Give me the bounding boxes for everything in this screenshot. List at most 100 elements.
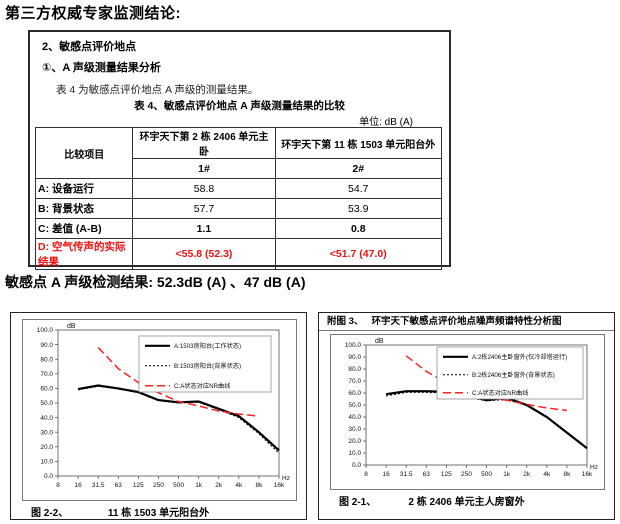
svg-text:31.5: 31.5 (92, 482, 105, 489)
svg-text:0.0: 0.0 (352, 462, 361, 469)
svg-text:1k: 1k (503, 471, 511, 478)
report-box: 2、敏感点评价地点 ①、A 声级测量结果分析 表 4 为敏感点评价地点 A 声级… (28, 30, 451, 270)
svg-text:16k: 16k (274, 482, 285, 489)
svg-text:20.0: 20.0 (348, 438, 361, 445)
row-label-cell: C: 差值 (A-B) (34, 218, 134, 239)
table-row-highlighted: D: 空气传声的实际结果 <55.8 (52.3) <51.7 (47.0) (34, 238, 443, 270)
value-cell: 53.9 (274, 198, 443, 219)
row-label-cell: D: 空气传声的实际结果 (34, 238, 134, 270)
svg-text:100.0: 100.0 (37, 327, 54, 334)
svg-text:250: 250 (461, 471, 472, 478)
svg-text:125: 125 (133, 482, 144, 489)
svg-text:A:1503房阳台(工作状态): A:1503房阳台(工作状态) (174, 342, 241, 350)
svg-text:Hz: Hz (282, 475, 290, 482)
svg-text:16k: 16k (582, 471, 593, 478)
svg-text:125: 125 (441, 471, 452, 478)
table-row: C: 差值 (A-B) 1.1 0.8 (34, 218, 443, 239)
col-header-location-1: 环宇天下第 2 栋 2406 单元主卧 (132, 127, 276, 159)
svg-text:40.0: 40.0 (40, 415, 53, 422)
svg-text:B:1503房阳台(背景状态): B:1503房阳台(背景状态) (174, 362, 241, 370)
svg-text:70.0: 70.0 (40, 371, 53, 378)
svg-text:C:A状态对应NR曲线: C:A状态对应NR曲线 (472, 389, 528, 397)
svg-text:100.0: 100.0 (345, 342, 362, 349)
svg-text:8: 8 (364, 471, 368, 478)
svg-text:4k: 4k (235, 482, 243, 489)
svg-text:40.0: 40.0 (348, 414, 361, 421)
col-header-item: 比较项目 (34, 127, 134, 179)
svg-text:63: 63 (115, 482, 123, 489)
svg-text:20.0: 20.0 (40, 444, 53, 451)
analysis-heading: ①、A 声级测量结果分析 (42, 62, 161, 74)
svg-text:Hz: Hz (590, 464, 598, 471)
svg-text:10.0: 10.0 (348, 450, 361, 457)
svg-text:70.0: 70.0 (348, 378, 361, 385)
page-title: 第三方权威专家监测结论: (5, 5, 181, 22)
value-cell: 58.8 (132, 178, 276, 199)
measurement-table: 比较项目 环宇天下第 2 栋 2406 单元主卧 环宇天下第 11 栋 1503… (34, 127, 443, 270)
svg-text:80.0: 80.0 (348, 366, 361, 373)
svg-text:dB: dB (67, 323, 76, 330)
row-label-cell: B: 背景状态 (34, 198, 134, 219)
svg-text:80.0: 80.0 (40, 356, 53, 363)
svg-text:0.0: 0.0 (44, 473, 53, 480)
figure-label: 图 2-2、 (31, 508, 69, 519)
attachment-label: 附图 3、 (327, 316, 364, 327)
value-cell: 0.8 (274, 218, 443, 239)
unit-label: 单位: dB (A) (359, 117, 413, 128)
svg-text:250: 250 (153, 482, 164, 489)
chart-box: 0.0 10.0 20.0 30.0 40.0 50.0 60.0 70.0 80.0 90.0 1… (330, 334, 605, 490)
row-label-cell: A: 设备运行 (34, 178, 134, 199)
svg-text:50.0: 50.0 (348, 402, 361, 409)
svg-text:30.0: 30.0 (40, 429, 53, 436)
figure-caption: 2 栋 2406 单元主人房窗外 (408, 497, 525, 508)
svg-text:A:2栋2406主卧窗外(仅冷却塔运行): A:2栋2406主卧窗外(仅冷却塔运行) (472, 353, 567, 361)
table-row: B: 背景状态 57.7 53.9 (34, 198, 443, 219)
sub-header-1: 1# (132, 158, 276, 179)
value-cell: 54.7 (274, 178, 443, 199)
svg-text:B:2栋2406主卧窗外(背景状态): B:2栋2406主卧窗外(背景状态) (472, 371, 555, 379)
attachment-title: 环宇天下敏感点评价地点噪声频谱特性分析图 (371, 316, 562, 327)
value-cell: 1.1 (132, 218, 276, 239)
figure-caption-row: 图 2-1、 2 栋 2406 单元主人房窗外 (319, 493, 614, 508)
sub-header-2: 2# (274, 158, 443, 179)
svg-text:90.0: 90.0 (348, 354, 361, 361)
attachment-header: 附图 3、 环宇天下敏感点评价地点噪声频谱特性分析图 (319, 313, 614, 331)
chart-box: 0.0 10.0 20.0 30.0 40.0 50.0 60.0 70.0 80.0 90.0 1… (22, 319, 297, 501)
section-heading: 2、敏感点评价地点 (42, 41, 137, 53)
svg-text:2k: 2k (523, 471, 531, 478)
figure-caption-row: 图 2-2、 11 栋 1503 单元阳台外 (11, 504, 306, 519)
svg-text:31.5: 31.5 (400, 471, 413, 478)
svg-text:16: 16 (382, 471, 390, 478)
svg-text:dB: dB (375, 338, 384, 345)
col-header-location-2: 环宇天下第 11 栋 1503 单元阳台外 (274, 127, 443, 159)
svg-text:60.0: 60.0 (348, 390, 361, 397)
svg-text:8k: 8k (255, 482, 263, 489)
table-row: A: 设备运行 58.8 54.7 (34, 178, 443, 199)
table-title: 表 4、敏感点评价地点 A 声级测量结果的比较 (134, 100, 345, 112)
svg-text:8k: 8k (563, 471, 571, 478)
svg-text:50.0: 50.0 (40, 400, 53, 407)
figure-caption: 11 栋 1503 单元阳台外 (107, 508, 210, 519)
svg-text:60.0: 60.0 (40, 386, 53, 393)
figure-label: 图 2-1、 (339, 497, 377, 508)
chart-panel-left: 0.0 10.0 20.0 30.0 40.0 50.0 60.0 70.0 80.0 90.0 1… (10, 312, 307, 520)
result-summary: 敏感点 A 声级检测结果: 52.3dB (A) 、47 dB (A) (5, 274, 306, 290)
svg-text:2k: 2k (215, 482, 223, 489)
svg-text:16: 16 (74, 482, 82, 489)
chart-panel-right: 附图 3、 环宇天下敏感点评价地点噪声频谱特性分析图 0.0 10.0 20.0 30… (318, 312, 615, 520)
value-cell: 57.7 (132, 198, 276, 219)
value-cell: <55.8 (52.3) (132, 238, 276, 270)
svg-text:63: 63 (423, 471, 431, 478)
svg-text:C:A状态对应NR曲线: C:A状态对应NR曲线 (174, 382, 230, 390)
svg-text:8: 8 (56, 482, 60, 489)
spectrum-chart-1503: 0.0 10.0 20.0 30.0 40.0 50.0 60.0 70.0 80.0 90.0 1… (37, 323, 290, 489)
svg-text:500: 500 (481, 471, 492, 478)
svg-text:1k: 1k (195, 482, 203, 489)
value-cell: <51.7 (47.0) (274, 238, 443, 270)
svg-text:30.0: 30.0 (348, 426, 361, 433)
svg-text:90.0: 90.0 (40, 342, 53, 349)
svg-text:10.0: 10.0 (40, 459, 53, 466)
spectrum-chart-2406: 0.0 10.0 20.0 30.0 40.0 50.0 60.0 70.0 80.0 90.0 1… (345, 338, 598, 478)
svg-text:500: 500 (173, 482, 184, 489)
